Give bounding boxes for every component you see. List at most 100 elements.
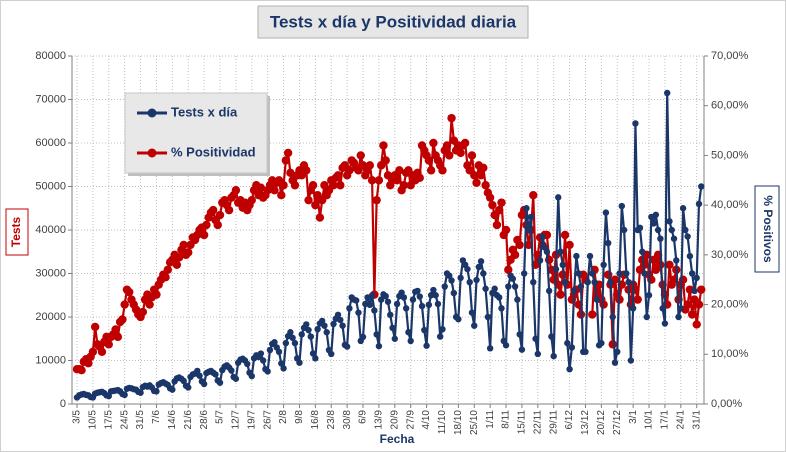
data-point bbox=[652, 211, 660, 218]
data-point bbox=[212, 371, 219, 378]
data-point bbox=[684, 233, 691, 240]
data-point bbox=[480, 270, 487, 277]
data-point bbox=[336, 181, 345, 190]
data-point bbox=[471, 322, 478, 329]
data-point bbox=[509, 275, 517, 282]
data-point bbox=[625, 279, 632, 286]
y2-tick-label: 10,00% bbox=[711, 348, 749, 360]
data-point bbox=[125, 287, 134, 297]
data-point bbox=[200, 380, 208, 388]
data-point bbox=[557, 248, 564, 255]
data-point bbox=[256, 183, 266, 192]
data-point bbox=[209, 205, 218, 215]
data-point bbox=[555, 194, 562, 201]
data-point bbox=[543, 248, 551, 255]
data-point bbox=[548, 333, 555, 340]
legend: Tests x día % Positividad bbox=[124, 92, 270, 176]
data-point bbox=[693, 274, 700, 282]
data-point bbox=[427, 292, 435, 299]
data-point bbox=[318, 317, 326, 325]
x-tick-label: 4/10 bbox=[421, 410, 432, 430]
data-point bbox=[425, 301, 433, 309]
y2-tick-label: 50,00% bbox=[711, 149, 749, 161]
data-point bbox=[573, 252, 580, 260]
data-point bbox=[373, 331, 380, 338]
y2-tick-label: 40,00% bbox=[711, 199, 749, 211]
data-point bbox=[486, 345, 494, 352]
data-point bbox=[609, 313, 616, 321]
data-point bbox=[620, 226, 628, 234]
data-point bbox=[650, 220, 657, 227]
data-point bbox=[307, 333, 315, 340]
y-tick-label: 50000 bbox=[35, 180, 66, 192]
data-point bbox=[455, 315, 462, 323]
data-point bbox=[163, 265, 172, 274]
data-point bbox=[286, 168, 295, 178]
x-tick-label: 7/6 bbox=[151, 410, 162, 424]
data-point bbox=[668, 226, 675, 234]
data-point bbox=[479, 163, 488, 173]
data-point bbox=[280, 365, 287, 372]
y-label-box bbox=[5, 208, 29, 256]
data-point bbox=[402, 305, 410, 312]
data-point bbox=[84, 359, 93, 368]
y2-tick-label: 30,00% bbox=[711, 249, 749, 261]
data-point bbox=[231, 186, 241, 195]
data-point bbox=[485, 193, 495, 202]
data-point bbox=[330, 320, 337, 328]
x-tick-label: 9/8 bbox=[294, 410, 305, 424]
data-point bbox=[632, 120, 639, 127]
data-point bbox=[561, 279, 569, 286]
data-point bbox=[559, 261, 566, 268]
data-point bbox=[525, 226, 532, 234]
data-point bbox=[153, 388, 160, 395]
data-point bbox=[169, 386, 176, 393]
data-point bbox=[498, 305, 505, 312]
data-point bbox=[438, 166, 447, 175]
data-point bbox=[382, 292, 389, 300]
data-point bbox=[247, 195, 256, 205]
data-point bbox=[346, 305, 353, 312]
data-point bbox=[639, 248, 646, 255]
data-point bbox=[447, 113, 456, 123]
data-point bbox=[481, 181, 490, 190]
x-tick-label: 20/12 bbox=[596, 410, 607, 435]
y2-label-box bbox=[754, 185, 780, 273]
data-point bbox=[228, 367, 235, 374]
data-point bbox=[598, 339, 605, 347]
y-tick-label: 0 bbox=[60, 398, 66, 410]
data-point bbox=[439, 325, 446, 333]
data-point bbox=[698, 183, 705, 190]
data-point bbox=[379, 141, 388, 150]
data-point bbox=[398, 289, 405, 296]
x-tick-label: 15/11 bbox=[517, 410, 528, 435]
legend-label: Tests x día bbox=[171, 104, 238, 119]
x-tick-label: 24/5 bbox=[119, 410, 130, 430]
x-tick-label: 17/1 bbox=[660, 410, 671, 430]
x-tick-label: 3/5 bbox=[72, 410, 83, 424]
data-point bbox=[683, 300, 692, 309]
x-tick-label: 5/7 bbox=[215, 410, 226, 424]
data-point bbox=[476, 171, 486, 180]
x-tick-label: 19/7 bbox=[246, 410, 257, 430]
data-point bbox=[409, 296, 417, 303]
data-point bbox=[185, 384, 192, 391]
data-point bbox=[232, 375, 240, 382]
x-tick-label: 11/10 bbox=[437, 410, 448, 435]
data-point bbox=[174, 253, 184, 262]
data-point bbox=[591, 279, 598, 286]
data-point bbox=[589, 270, 596, 277]
data-point bbox=[196, 372, 203, 379]
data-point bbox=[213, 220, 222, 230]
x-tick-label: 26/7 bbox=[262, 410, 273, 430]
data-point bbox=[607, 279, 614, 286]
y-axis-label: Tests bbox=[9, 216, 23, 247]
data-point bbox=[566, 366, 573, 373]
data-point bbox=[328, 350, 335, 358]
data-point bbox=[372, 195, 381, 205]
x-tick-label: 1/11 bbox=[485, 410, 496, 429]
data-point bbox=[308, 181, 318, 190]
data-point bbox=[275, 348, 283, 355]
x-tick-label: 18/10 bbox=[453, 410, 464, 435]
